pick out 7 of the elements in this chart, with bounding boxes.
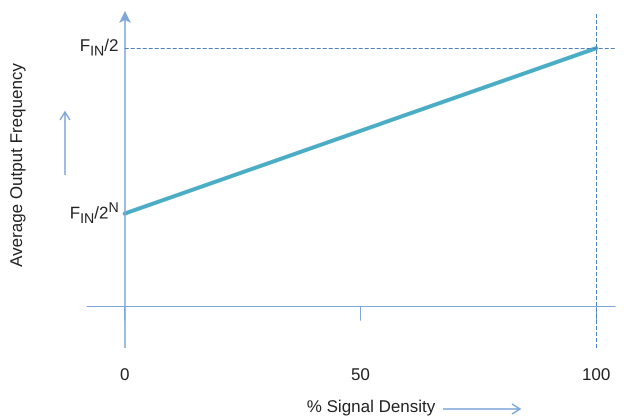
x-tick-label: 0 — [120, 365, 130, 384]
annotation: F$_{IN}$/2$^{N}$ — [70, 200, 119, 228]
x-tick-label: 50 — [350, 365, 370, 384]
annotation: F$_{IN}$/2 — [80, 36, 118, 60]
x-axis-title: % Signal Density — [306, 397, 436, 416]
x-tick-label: 100 — [582, 365, 610, 384]
y-axis-title: Average Output Frequency — [7, 62, 26, 267]
